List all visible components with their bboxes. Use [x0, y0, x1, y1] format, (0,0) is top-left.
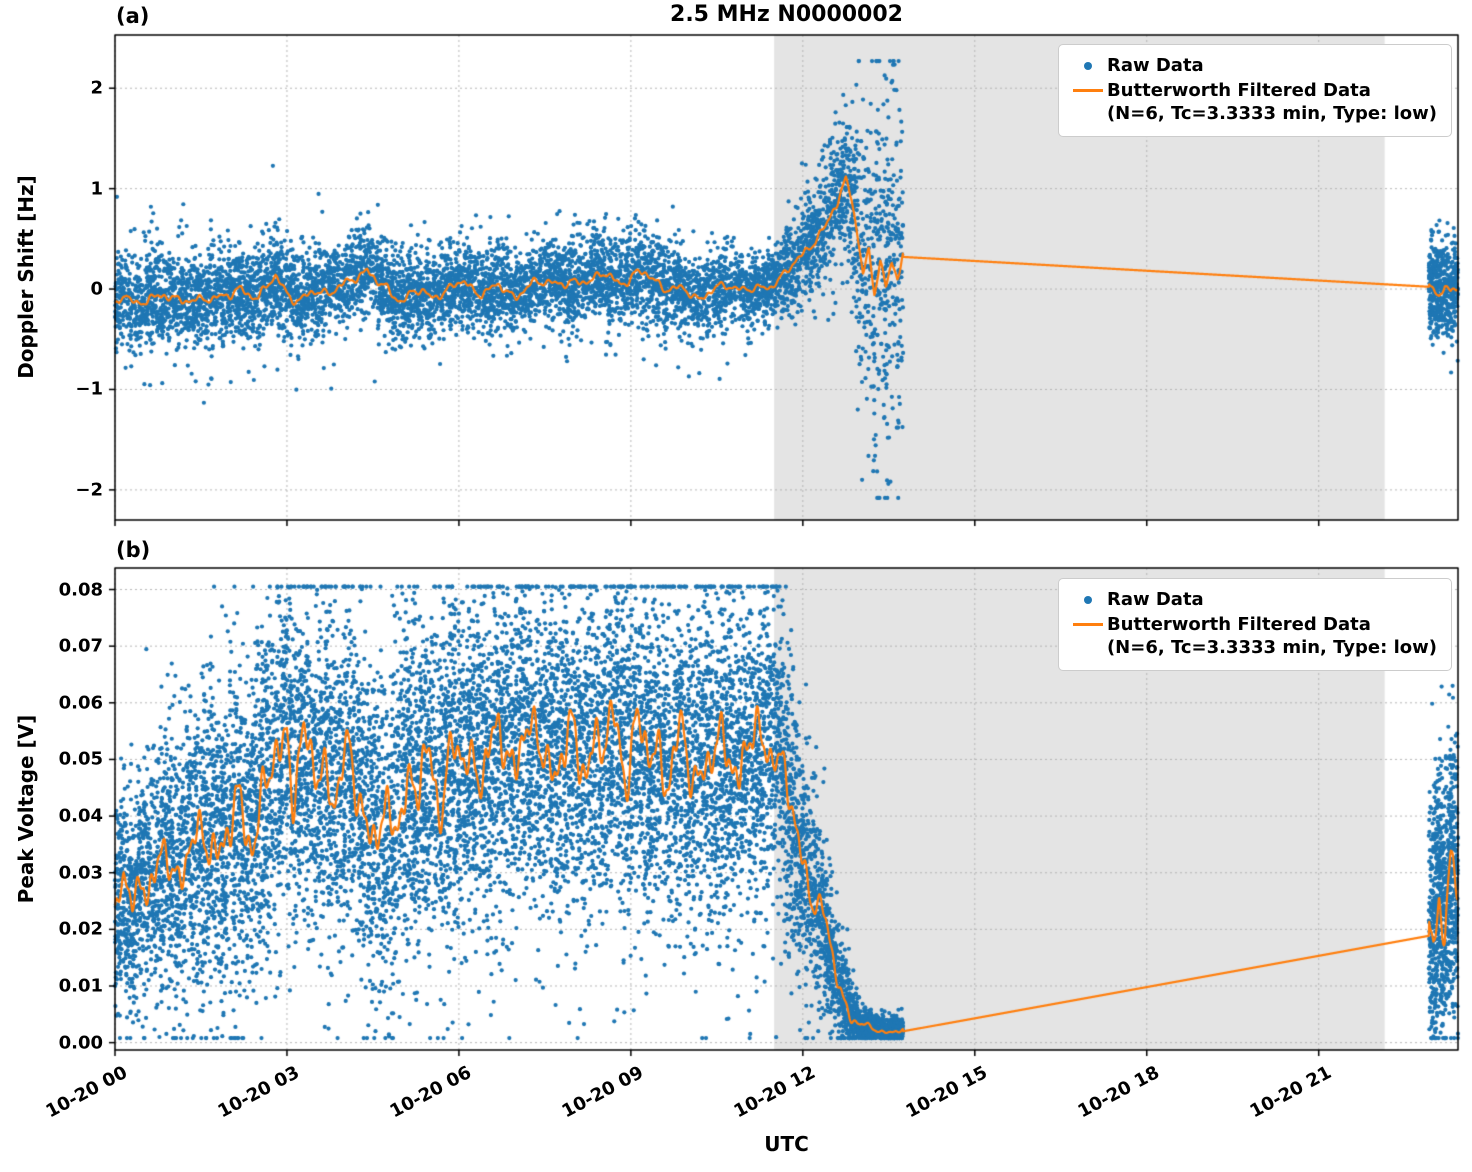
- legend-item-raw: Raw Data: [1069, 588, 1437, 611]
- y-tick-label: 0.01: [58, 975, 103, 997]
- y-tick-label: −1: [75, 378, 103, 400]
- y-tick-label: 0.04: [58, 805, 103, 827]
- y-tick-label: 0.02: [58, 918, 103, 940]
- legend-item-raw: Raw Data: [1069, 54, 1437, 77]
- y-tick-label: 1: [90, 178, 103, 200]
- y-tick-label: 0.06: [58, 692, 103, 714]
- y-axis-label-doppler: Doppler Shift [Hz]: [14, 175, 38, 379]
- y-tick-label: −2: [75, 479, 103, 501]
- chart-title: 2.5 MHz N0000002: [670, 2, 903, 27]
- y-tick-label: 0.05: [58, 748, 103, 770]
- legend-raw-label: Raw Data: [1106, 589, 1204, 610]
- legend-item-filtered: Butterworth Filtered Data (N=6, Tc=3.333…: [1069, 79, 1437, 125]
- y-tick-label: 0: [90, 278, 103, 300]
- y-tick-label: 0.08: [58, 579, 103, 601]
- legend-item-filtered: Butterworth Filtered Data (N=6, Tc=3.333…: [1069, 613, 1437, 659]
- y-tick-label: 0.00: [58, 1032, 103, 1054]
- raw-data-marker-icon: [1069, 54, 1107, 77]
- legend-panel-a: Raw Data Butterworth Filtered Data (N=6,…: [1057, 44, 1452, 138]
- legend-filtered-label: Butterworth Filtered Data: [1106, 614, 1371, 636]
- legend-filtered-label: Butterworth Filtered Data: [1106, 80, 1371, 102]
- legend-panel-b: Raw Data Butterworth Filtered Data (N=6,…: [1057, 578, 1452, 672]
- filtered-line-marker-icon: [1069, 613, 1107, 636]
- raw-data-marker-icon: [1069, 588, 1107, 611]
- y-tick-label: 2: [90, 77, 103, 99]
- filtered-line-marker-icon: [1069, 79, 1107, 102]
- panel-b-label: (b): [116, 538, 151, 562]
- y-tick-label: 0.03: [58, 862, 103, 884]
- legend-filtered-sublabel: (N=6, Tc=3.3333 min, Type: low): [1106, 637, 1437, 659]
- panel-a-label: (a): [116, 4, 150, 28]
- y-tick-label: 0.07: [58, 635, 103, 657]
- x-axis-label: UTC: [764, 1132, 809, 1156]
- legend-raw-label: Raw Data: [1106, 55, 1204, 76]
- y-axis-label-voltage: Peak Voltage [V]: [14, 714, 38, 904]
- legend-filtered-sublabel: (N=6, Tc=3.3333 min, Type: low): [1106, 103, 1437, 125]
